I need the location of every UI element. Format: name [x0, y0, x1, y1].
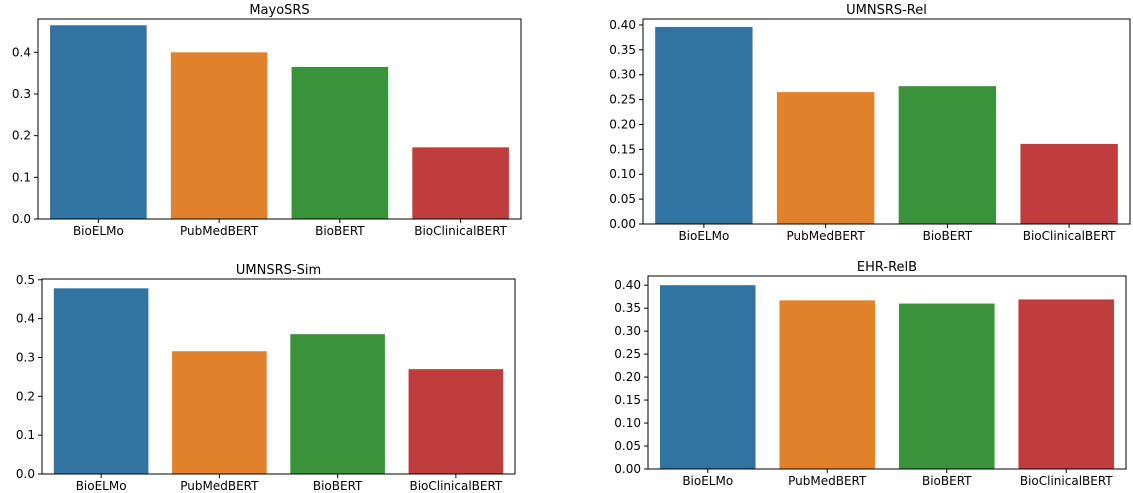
bar-pubmedbert [776, 92, 875, 224]
chart-title: UMNSRS-Sim [236, 263, 321, 278]
x-tick-label: BioClinicalBERT [1023, 229, 1116, 243]
y-tick-label: 0.30 [609, 68, 636, 82]
bar-biobert [898, 303, 995, 469]
y-tick-label: 0.20 [609, 117, 636, 131]
bar-pubmedbert [170, 52, 268, 219]
y-tick-label: 0.40 [609, 18, 636, 32]
x-tick-label: BioClinicalBERT [414, 224, 507, 238]
plot-frame [647, 275, 1127, 470]
x-tick-label: BioClinicalBERT [1020, 474, 1113, 488]
y-tick-label: 0.15 [609, 142, 636, 156]
y-tick-label: 0.2 [16, 389, 35, 403]
x-tick-label: PubMedBERT [180, 224, 259, 238]
y-tick-label: 0.3 [12, 87, 31, 101]
y-tick-label: 0.35 [609, 43, 636, 57]
x-tick-label: BioBERT [923, 229, 973, 243]
y-tick-label: 0.25 [614, 347, 641, 361]
y-tick-label: 0.05 [609, 192, 636, 206]
chart-mayosrs: MayoSRS 0.0 0.1 0.2 0.3 0.4 BioELMo PubMedBERT B… [12, 3, 522, 238]
chart-title: UMNSRS-Rel [846, 3, 927, 18]
y-tick-label: 0.05 [614, 439, 641, 453]
bar-bioclinicalbert [1020, 143, 1118, 224]
x-tick-label: BioELMo [682, 474, 733, 488]
chart-title: MayoSRS [249, 3, 309, 18]
y-tick-label: 0.1 [12, 170, 31, 184]
bar-bioelmo [655, 26, 753, 225]
x-tick-label: BioELMo [73, 224, 124, 238]
plot-frame [642, 18, 1131, 225]
x-tick-label: BioClinicalBERT [409, 479, 502, 493]
bar-bioelmo [50, 25, 147, 219]
y-tick-label: 0.4 [16, 312, 35, 326]
bar-biobert [291, 66, 389, 219]
bar-bioclinicalbert [1018, 299, 1115, 469]
chart-ehr-relb: EHR-RelB 0.00 0.05 0.10 0.15 0.20 0.25 0.30 0.35… [614, 260, 1127, 488]
y-tick-label: 0.5 [16, 273, 35, 287]
bar-pubmedbert [172, 351, 267, 474]
y-tick-label: 0.20 [614, 370, 641, 384]
x-tick-label: BioBERT [922, 474, 972, 488]
bar-bioclinicalbert [412, 147, 509, 219]
plot-frame [41, 278, 516, 475]
chart-umnsrs-rel: UMNSRS-Rel 0.00 0.05 0.10 0.15 0.20 0.25 0.30 0.… [609, 3, 1131, 243]
y-tick-label: 0.40 [614, 278, 641, 292]
y-tick-label: 0.2 [12, 129, 31, 143]
plot-frame [37, 18, 522, 220]
y-tick-label: 0.15 [614, 393, 641, 407]
bar-bioelmo [659, 285, 756, 469]
y-tick-label: 0.0 [12, 212, 31, 226]
y-tick-label: 0.30 [614, 324, 641, 338]
bar-biobert [290, 334, 385, 474]
x-tick-label: BioELMo [678, 229, 729, 243]
y-tick-label: 0.4 [12, 45, 31, 59]
x-tick-label: PubMedBERT [787, 229, 866, 243]
y-tick-label: 0.10 [609, 167, 636, 181]
y-tick-label: 0.1 [16, 428, 35, 442]
x-tick-label: PubMedBERT [180, 479, 259, 493]
y-tick-label: 0.35 [614, 301, 641, 315]
x-tick-label: BioBERT [313, 479, 363, 493]
x-tick-label: BioBERT [315, 224, 365, 238]
bar-bioclinicalbert [408, 369, 504, 474]
y-tick-label: 0.25 [609, 93, 636, 107]
chart-umnsrs-sim: UMNSRS-Sim 0.0 0.1 0.2 0.3 0.4 0.5 BioELMo PubMe… [16, 263, 516, 493]
chart-title: EHR-RelB [857, 260, 917, 275]
y-tick-label: 0.10 [614, 416, 641, 430]
bar-biobert [898, 86, 997, 224]
bar-bioelmo [53, 288, 149, 474]
y-tick-label: 0.00 [614, 462, 641, 476]
y-tick-label: 0.0 [16, 467, 35, 481]
y-tick-label: 0.3 [16, 350, 35, 364]
x-tick-label: BioELMo [76, 479, 127, 493]
y-tick-label: 0.00 [609, 217, 636, 231]
x-tick-label: PubMedBERT [788, 474, 867, 488]
bar-pubmedbert [779, 300, 876, 469]
